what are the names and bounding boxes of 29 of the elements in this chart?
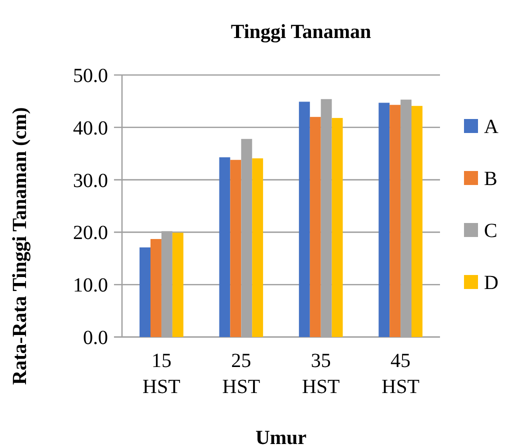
y-tick-label: 30.0 [73, 170, 108, 192]
y-tick-label: 50.0 [73, 65, 108, 87]
bar [390, 104, 401, 337]
bar [252, 158, 264, 337]
bar [310, 116, 321, 337]
bar [298, 102, 310, 337]
x-tick-label: 15 HST [142, 350, 180, 398]
y-tick-label: 40.0 [73, 117, 108, 140]
legend-label: B [484, 168, 498, 190]
x-axis-title: Umur [255, 427, 307, 448]
y-axis-title: Rata-Rata Tinggi Tanaman (cm) [9, 107, 31, 385]
legend-label: D [484, 272, 498, 294]
x-tick-label: 45 HST [382, 350, 420, 398]
bar [378, 102, 390, 337]
bar [412, 106, 422, 337]
legend-label: A [484, 116, 499, 138]
bar [140, 247, 150, 337]
x-tick-label: 25 HST [222, 350, 260, 398]
bar [332, 118, 343, 337]
bar [230, 160, 242, 337]
y-tick-label: 0.0 [83, 327, 108, 349]
y-tick-label: 20.0 [73, 222, 108, 244]
chart-title: Tinggi Tanaman [230, 21, 372, 43]
bar [150, 239, 162, 337]
bar [219, 157, 230, 337]
x-tick-label: 35 HST [302, 350, 340, 398]
y-tick-label: 10.0 [73, 274, 108, 297]
legend-label: C [484, 220, 498, 242]
bar [172, 232, 184, 337]
